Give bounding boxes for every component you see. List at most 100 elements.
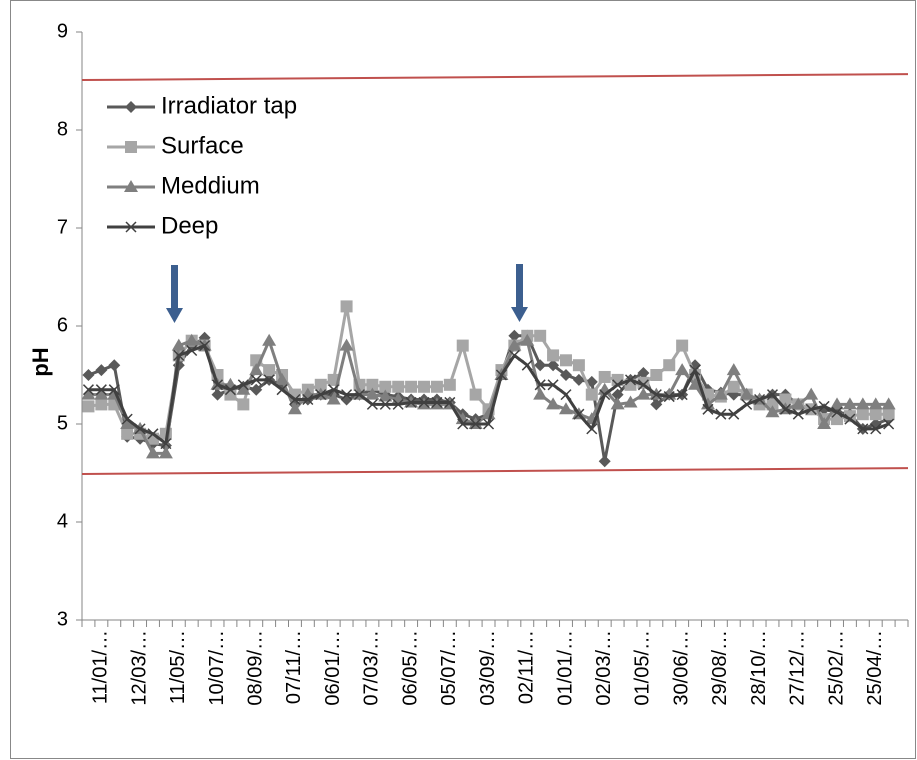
marker	[533, 387, 548, 400]
marker	[572, 359, 585, 372]
x-tick-label: 05/07/…	[438, 630, 460, 706]
x-tick-label: 30/06/…	[670, 630, 692, 706]
marker	[186, 344, 198, 357]
marker	[586, 423, 598, 435]
marker	[855, 397, 870, 410]
marker	[483, 418, 495, 430]
y-tick-label: 6	[57, 314, 68, 336]
marker	[236, 382, 251, 395]
marker	[405, 380, 418, 393]
marker	[726, 363, 741, 376]
marker	[857, 423, 869, 435]
marker	[675, 363, 690, 376]
marker	[534, 379, 546, 391]
x-tick-label: 28/10/…	[748, 630, 770, 706]
marker	[125, 221, 137, 233]
marker	[842, 397, 857, 410]
marker	[121, 427, 134, 440]
marker	[124, 180, 138, 192]
marker	[469, 388, 482, 401]
marker	[173, 349, 185, 361]
marker	[184, 333, 199, 346]
marker	[805, 403, 817, 415]
marker	[650, 369, 663, 381]
marker	[715, 408, 727, 420]
y-tick-label: 8	[57, 118, 68, 140]
marker	[844, 413, 856, 425]
y-axis-label: pH	[28, 347, 53, 376]
marker	[302, 393, 314, 406]
x-tick-label: 29/08/…	[709, 630, 731, 706]
marker	[741, 398, 753, 410]
marker	[495, 369, 507, 381]
marker	[623, 395, 638, 408]
marker	[443, 378, 456, 391]
marker	[728, 408, 740, 420]
marker	[249, 363, 264, 376]
marker	[339, 338, 354, 351]
marker	[95, 398, 108, 411]
marker	[289, 393, 301, 406]
marker	[275, 372, 290, 385]
marker	[650, 389, 662, 401]
marker	[199, 340, 211, 352]
reference-line	[81, 467, 909, 475]
marker	[125, 141, 137, 153]
x-tick-label: 25/04/…	[864, 630, 886, 706]
marker	[636, 387, 651, 400]
marker	[804, 387, 819, 400]
y-tick-label: 7	[57, 216, 68, 238]
marker	[585, 388, 598, 401]
marker	[598, 455, 611, 468]
marker	[739, 387, 754, 400]
marker	[444, 396, 456, 408]
marker	[263, 364, 276, 377]
marker	[405, 396, 417, 408]
marker	[547, 349, 560, 362]
marker	[456, 339, 469, 352]
marker	[366, 398, 378, 410]
marker	[250, 383, 263, 396]
marker	[559, 369, 572, 381]
marker	[598, 370, 611, 383]
marker	[637, 367, 650, 380]
marker	[560, 389, 572, 401]
marker	[224, 388, 237, 401]
marker	[869, 408, 882, 421]
marker	[637, 379, 649, 391]
marker	[831, 406, 843, 418]
marker	[868, 397, 883, 410]
marker	[817, 417, 832, 429]
marker	[250, 374, 262, 386]
marker	[765, 405, 780, 418]
marker	[125, 101, 137, 113]
marker	[702, 403, 714, 415]
marker	[534, 329, 547, 342]
legend-label: Meddium	[161, 172, 260, 199]
annotation-arrow	[166, 264, 528, 323]
marker	[779, 403, 791, 415]
marker	[82, 400, 95, 413]
marker	[120, 417, 135, 429]
marker	[457, 418, 469, 430]
marker	[882, 408, 895, 421]
marker	[82, 384, 94, 396]
marker	[211, 388, 224, 401]
marker	[263, 374, 275, 386]
marker	[134, 423, 146, 435]
series	[82, 340, 895, 450]
marker	[792, 408, 804, 420]
marker	[818, 400, 830, 412]
marker	[95, 364, 108, 377]
x-tick-label: 25/02/…	[825, 630, 847, 706]
marker	[82, 369, 95, 381]
marker	[508, 349, 520, 361]
marker	[341, 389, 353, 401]
marker	[418, 380, 431, 393]
marker	[689, 364, 701, 376]
marker	[727, 380, 740, 393]
marker	[392, 398, 404, 410]
marker	[470, 418, 482, 430]
x-tick-label: 03/09/…	[477, 630, 499, 706]
